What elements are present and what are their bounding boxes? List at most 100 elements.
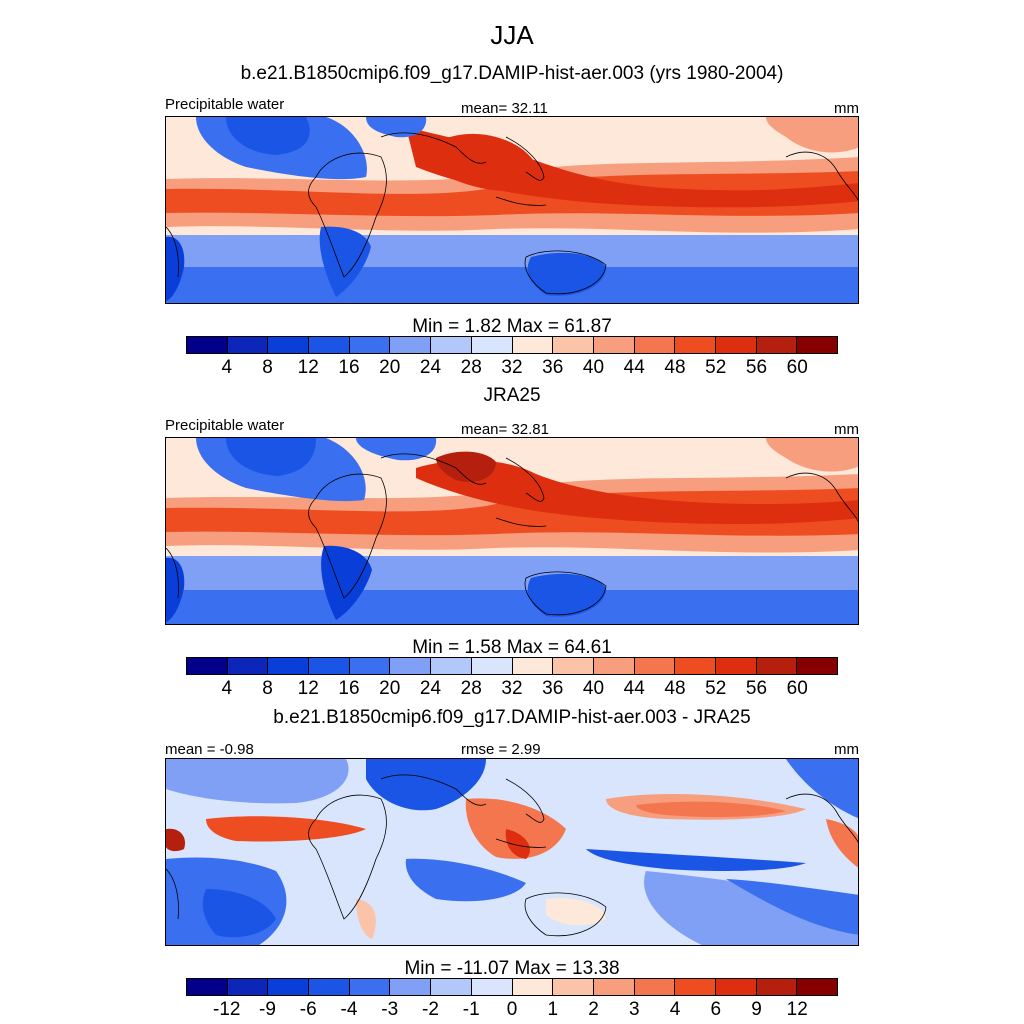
panel1-tick: 36 [542, 357, 564, 378]
panel2-tick: 44 [623, 678, 645, 699]
panel1-colorbar-swatch-4 [309, 337, 350, 353]
panel2-colorbar [186, 657, 838, 675]
panel2-tick: 56 [745, 678, 768, 699]
panel3-tick: -9 [259, 999, 276, 1020]
panel3-tick: -3 [381, 999, 399, 1020]
panel2-mean-label: mean= 32.81 [461, 421, 549, 438]
panel2-colorbar-ticks: 4 8 12 16 20 24 28 32 36 40 44 48 52 56 … [186, 679, 838, 701]
panel1-colorbar-swatch-9 [512, 337, 554, 353]
panel2-stats: Min = 1.58 Max = 64.61 [412, 637, 612, 658]
panel2-tick: 60 [786, 678, 808, 699]
panel1-colorbar-swatch-2 [227, 337, 269, 353]
panel2-tick: 48 [664, 678, 686, 699]
panel3-colorbar-ticks: -12 -9 -6 -4 -3 -2 -1 0 1 2 3 4 6 9 12 [186, 1000, 838, 1022]
panel1-colorbar-swatch-10 [553, 337, 594, 353]
panel2-tick: 52 [705, 678, 727, 699]
panel1-tick: 32 [501, 357, 523, 378]
panel3-colorbar-swatch-6 [390, 979, 432, 995]
panel1-tick: 40 [582, 357, 605, 378]
panel3-tick: 3 [628, 999, 640, 1020]
panel2-colorbar-swatch-4 [309, 658, 350, 674]
panel1-colorbar-swatch-7 [431, 337, 472, 353]
panel1-stats: Min = 1.82 Max = 61.87 [412, 316, 612, 337]
panel2-tick: 24 [419, 678, 442, 699]
panel1-tick: 12 [297, 357, 319, 378]
panel1-tick: 44 [623, 357, 645, 378]
panel2-colorbar-swatch-16 [797, 658, 837, 674]
panel1-colorbar-swatch-14 [715, 337, 757, 353]
panel3-tick: -6 [299, 999, 317, 1020]
panel3-colorbar-swatch-11 [593, 979, 635, 995]
panel3-colorbar-swatch-5 [349, 979, 391, 995]
panel3-colorbar-swatch-3 [268, 979, 310, 995]
diff-title: b.e21.B1850cmip6.f09_g17.DAMIP-hist-aer.… [273, 707, 751, 728]
panel2-tick: 4 [221, 678, 233, 699]
panel1-tick: 24 [419, 357, 442, 378]
panel3-rmse-label: rmse = 2.99 [461, 741, 541, 758]
panel1-mean-label: mean= 32.11 [461, 100, 548, 117]
panel1-variable-label: Precipitable water [165, 96, 285, 113]
panel3-tick: 6 [710, 999, 722, 1020]
panel2-variable-label: Precipitable water [165, 417, 285, 434]
panel1-tick: 16 [338, 357, 360, 378]
panel1-colorbar-swatch-5 [349, 337, 391, 353]
panel3-colorbar-swatch-1 [187, 979, 228, 995]
panel1-colorbar [186, 336, 838, 354]
panel2-colorbar-swatch-12 [634, 658, 676, 674]
panel2-colorbar-swatch-8 [471, 658, 513, 674]
panel1-colorbar-swatch-13 [675, 337, 716, 353]
obs-title: JRA25 [483, 385, 541, 406]
panel2-tick: 12 [297, 678, 319, 699]
panel2-colorbar-swatch-2 [227, 658, 269, 674]
panel2-colorbar-swatch-11 [593, 658, 635, 674]
panel1-units-label: mm [834, 100, 859, 117]
panel3-tick: 1 [547, 999, 559, 1020]
panel2-tick: 8 [262, 678, 273, 699]
panel2-tick: 28 [460, 678, 482, 699]
panel2-tick: 16 [338, 678, 360, 699]
panel3-colorbar-swatch-4 [309, 979, 350, 995]
panel1-map [165, 116, 859, 304]
panel1-colorbar-swatch-8 [471, 337, 513, 353]
panel3-tick: 12 [786, 999, 808, 1020]
panel2-tick: 20 [379, 678, 401, 699]
panel1-colorbar-swatch-1 [187, 337, 228, 353]
panel3-colorbar-swatch-8 [471, 979, 513, 995]
panel3-tick: 0 [506, 999, 518, 1020]
panel3-map [165, 758, 859, 946]
panel1-colorbar-swatch-15 [756, 337, 798, 353]
panel3-colorbar-swatch-10 [553, 979, 594, 995]
panel2-colorbar-swatch-9 [512, 658, 554, 674]
panel3-colorbar [186, 978, 838, 996]
panel2-colorbar-swatch-5 [349, 658, 391, 674]
panel3-stats: Min = -11.07 Max = 13.38 [404, 958, 620, 979]
panel2-tick: 32 [501, 678, 523, 699]
panel2-colorbar-swatch-13 [675, 658, 716, 674]
panel1-tick: 48 [664, 357, 686, 378]
panel1-tick: 20 [379, 357, 401, 378]
panel1-colorbar-swatch-6 [390, 337, 432, 353]
panel3-tick: -4 [340, 999, 358, 1020]
panel2-colorbar-swatch-6 [390, 658, 432, 674]
panel1-colorbar-ticks: 4 8 12 16 20 24 28 32 36 40 44 48 52 56 … [186, 358, 838, 380]
panel3-tick: 4 [669, 999, 681, 1020]
figure-title: JJA [490, 20, 534, 50]
panel1-tick: 8 [262, 357, 273, 378]
panel2-units-label: mm [834, 421, 859, 438]
panel2-map [165, 437, 859, 625]
panel1-colorbar-swatch-11 [593, 337, 635, 353]
panel3-colorbar-swatch-15 [756, 979, 798, 995]
panel2-colorbar-swatch-1 [187, 658, 228, 674]
panel3-tick: -12 [213, 999, 241, 1020]
panel1-colorbar-swatch-12 [634, 337, 676, 353]
panel3-tick: 2 [588, 999, 599, 1020]
panel3-mean-label: mean = -0.98 [165, 741, 254, 758]
model-title: b.e21.B1850cmip6.f09_g17.DAMIP-hist-aer.… [240, 63, 784, 84]
panel3-tick: 9 [751, 999, 762, 1020]
panel3-colorbar-swatch-2 [227, 979, 269, 995]
panel1-tick: 4 [221, 357, 233, 378]
panel3-colorbar-swatch-7 [431, 979, 472, 995]
panel2-colorbar-swatch-14 [715, 658, 757, 674]
panel2-colorbar-swatch-15 [756, 658, 798, 674]
panel3-colorbar-swatch-16 [797, 979, 837, 995]
